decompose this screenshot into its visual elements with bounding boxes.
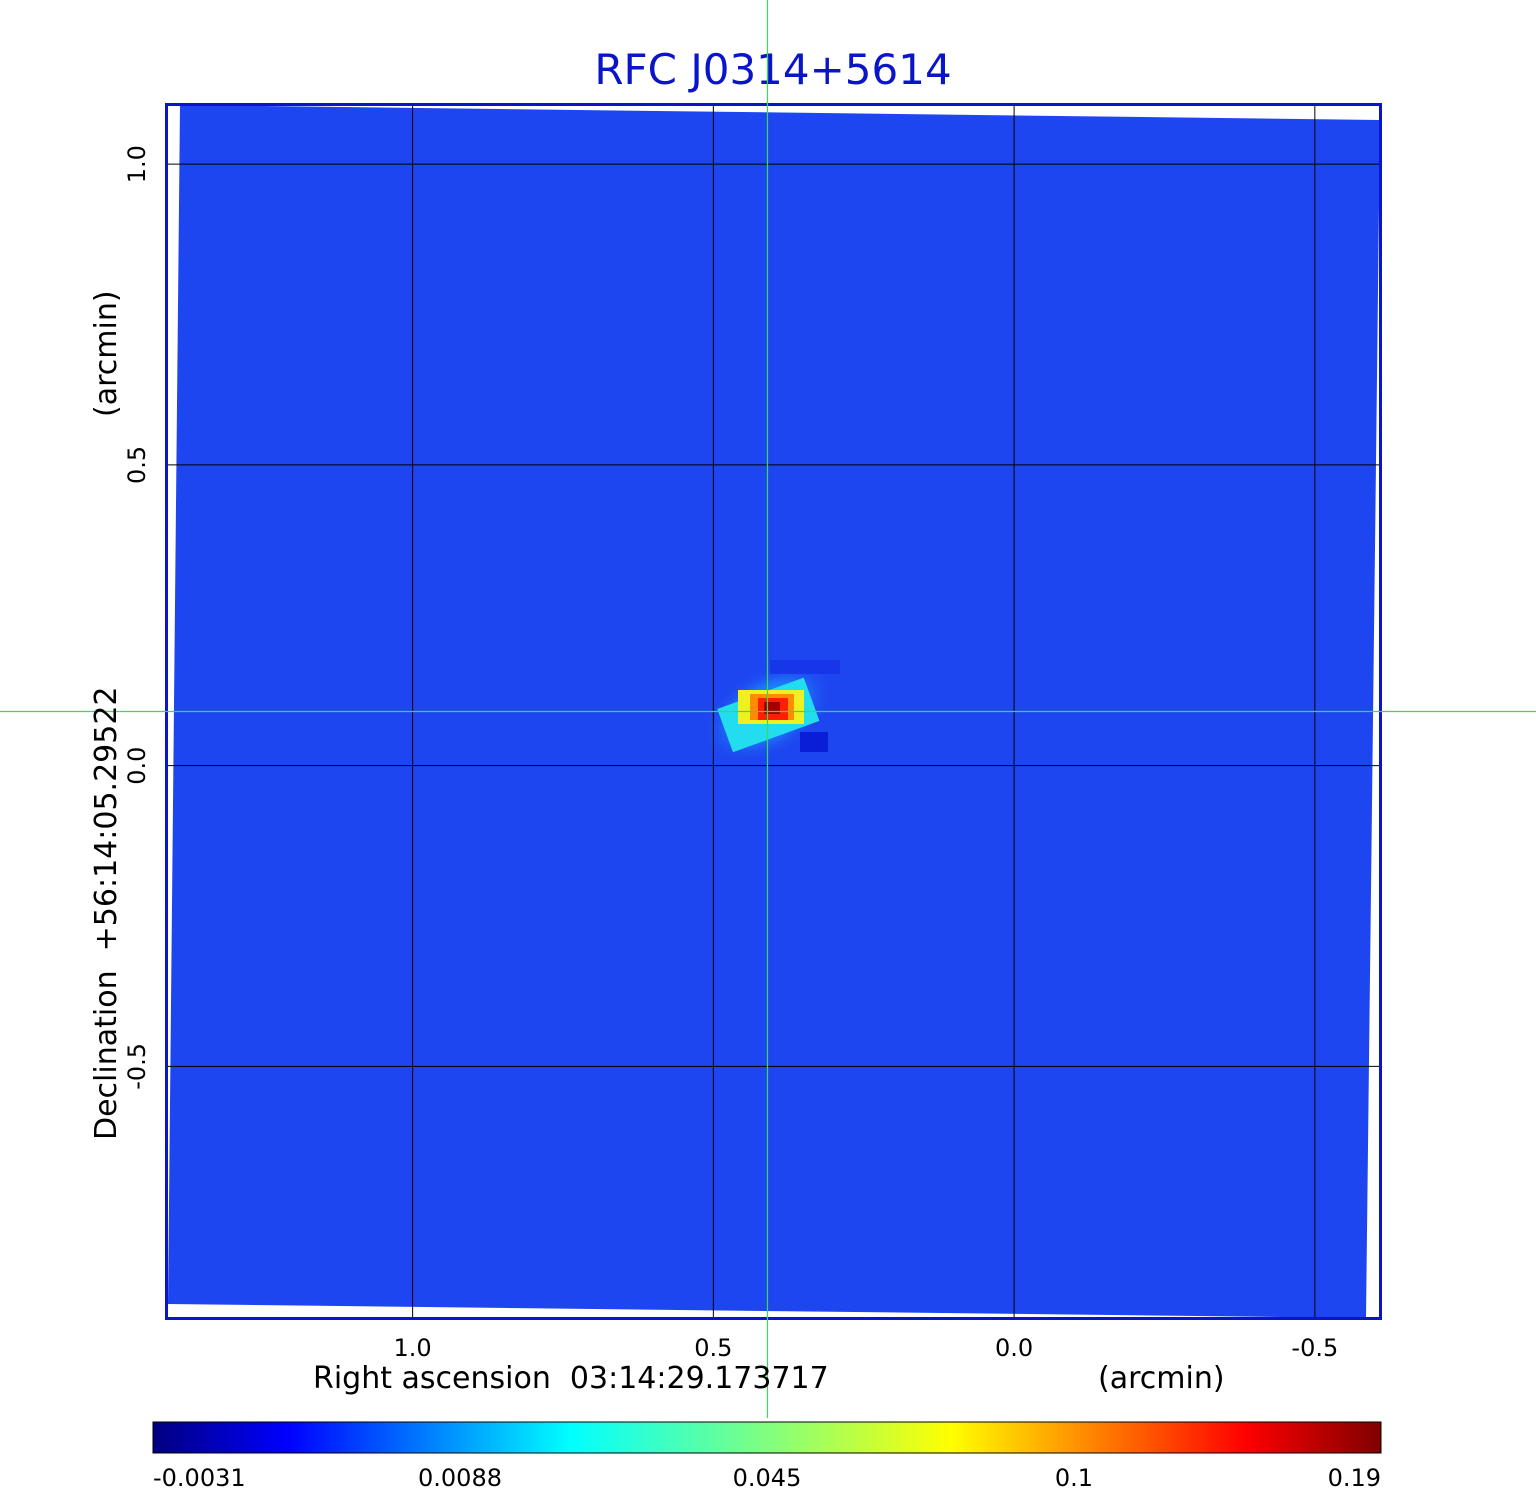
y-axis-unit: (arcmin) <box>89 290 124 417</box>
colorbar-tick-label-0: -0.0031 <box>153 1464 246 1492</box>
y-axis-label: Declination +56:14:05.29522 <box>89 686 124 1140</box>
colorbar-tick-label-4: 0.19 <box>1328 1464 1381 1492</box>
colorbar-tick-label-3: 0.1 <box>1055 1464 1093 1492</box>
colorbar-gradient <box>152 1421 1382 1454</box>
chart-title: RFC J0314+5614 <box>594 45 951 94</box>
crosshair <box>0 0 1536 1418</box>
y-tick-label-2: 0.0 <box>123 747 151 785</box>
x-tick-label-3: -0.5 <box>1291 1334 1338 1362</box>
y-tick-label-1: 0.5 <box>123 446 151 484</box>
colorbar-tick-label-2: 0.045 <box>733 1464 802 1492</box>
x-tick-labels: 1.0 0.5 0.0 -0.5 <box>394 1334 1339 1362</box>
negative-lobe-upper <box>770 660 840 674</box>
source-peak <box>764 702 780 714</box>
colorbar: -0.0031 0.0088 0.045 0.1 0.19 <box>152 1421 1382 1492</box>
plot-area <box>0 0 1536 1418</box>
x-tick-label-2: 0.0 <box>995 1334 1033 1362</box>
colorbar-tick-label-1: 0.0088 <box>418 1464 502 1492</box>
y-tick-label-0: 1.0 <box>123 145 151 183</box>
negative-lobe <box>800 732 828 752</box>
y-tick-labels: 1.0 0.5 0.0 -0.5 <box>123 145 151 1090</box>
y-tick-label-3: -0.5 <box>123 1043 151 1090</box>
source-emission <box>703 660 840 763</box>
colorbar-tick-labels: -0.0031 0.0088 0.045 0.1 0.19 <box>153 1464 1381 1492</box>
x-axis-label: Right ascension 03:14:29.173717 <box>313 1361 829 1396</box>
x-tick-label-0: 1.0 <box>394 1334 432 1362</box>
x-tick-label-1: 0.5 <box>694 1334 732 1362</box>
x-axis-unit: (arcmin) <box>1098 1361 1225 1396</box>
